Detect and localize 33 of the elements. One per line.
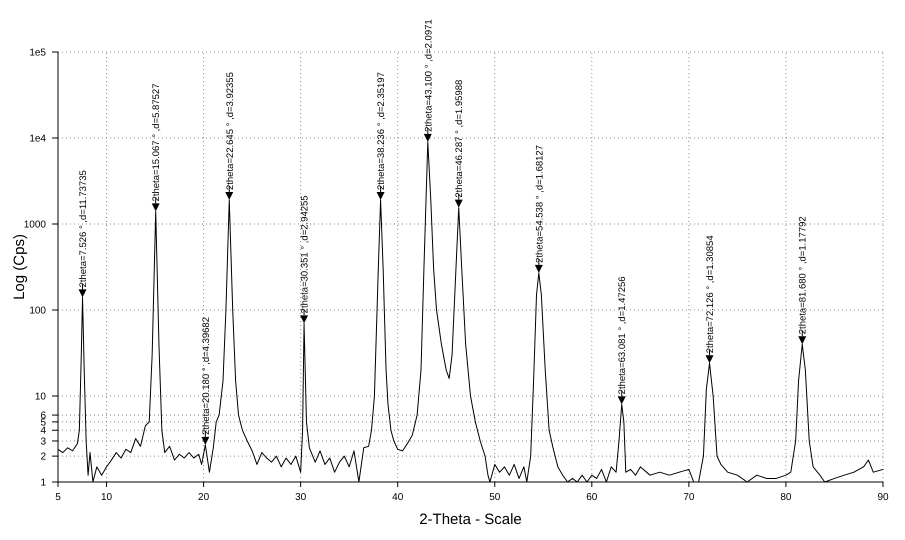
annotation: 2theta=46.287 ° ,d=1.95988 <box>454 80 466 198</box>
y-tick-label: 1000 <box>24 220 46 230</box>
annotation: 2theta=63.081 ° ,d=1.47256 <box>617 276 628 394</box>
x-tick-label: 70 <box>683 492 695 503</box>
x-tick-label: 30 <box>295 492 307 503</box>
annotation: 2theta=43.100 ° ,d=2.0971 <box>423 19 434 132</box>
y-axis-title: Log (Cps) <box>11 234 28 300</box>
y-tick-label: 3 <box>40 436 46 448</box>
annotation: 2theta=38.236 ° ,d=2.35197 <box>376 72 388 190</box>
x-tick-label: 5 <box>55 492 62 503</box>
annotation: 2theta=54.538 ° ,d=1.68127 <box>534 144 546 263</box>
x-tick-label: 60 <box>586 492 598 503</box>
y-tick-label: 1 <box>40 478 46 488</box>
x-tick-label: 10 <box>100 492 113 503</box>
x-tick-label: 40 <box>392 492 404 503</box>
annotation: 2theta=15.067 ° ,d=5.87527 <box>151 84 162 202</box>
annotation: 2theta=20.180 ° ,d=4.39682 <box>200 316 212 435</box>
x-tick-label: 20 <box>198 492 210 503</box>
y-tick-label: 10 <box>34 392 46 402</box>
x-tick-label: 50 <box>489 492 501 503</box>
annotation: 2theta=22.645 ° ,d=3.92355 <box>224 72 236 190</box>
y-tick-label: 4 <box>40 426 46 437</box>
y-tick-label: 100 <box>29 306 46 316</box>
x-tick-label: 90 <box>877 492 889 503</box>
annotation: 2theta=81.680 ° ,d=1.17792 <box>798 216 809 334</box>
annotation: 2theta=72.126 ° ,d=1.30854 <box>705 235 716 354</box>
y-tick-label: 1e5 <box>29 48 46 58</box>
annotation: 2theta=7.526 ° ,d=11.73735 <box>78 170 90 288</box>
x-axis-title: 2-Theta - Scale <box>419 511 522 528</box>
annotation: 2theta=30.351 ° ,d=2.94255 <box>300 195 311 314</box>
y-tick-label: 2 <box>40 452 46 463</box>
y-tick-label: 1e4 <box>29 134 46 144</box>
x-tick-label: 80 <box>780 492 792 503</box>
